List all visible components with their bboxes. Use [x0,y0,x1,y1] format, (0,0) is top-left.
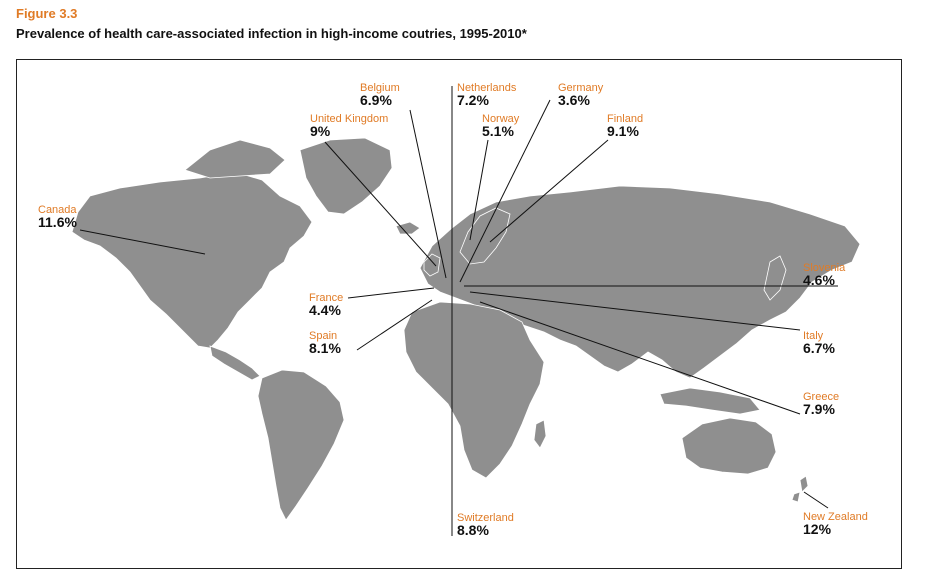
landmass-british-isles [423,253,441,277]
leader-france [347,287,435,299]
country-value-finland: 9.1% [607,123,639,139]
country-name-belgium: Belgium [360,82,400,94]
country-name-switzerland: Switzerland [457,512,514,524]
country-name-netherlands: Netherlands [457,82,517,94]
landmass-iceland [395,221,421,235]
country-value-greece: 7.9% [803,401,835,417]
country-value-belgium: 6.9% [360,92,392,108]
country-name-spain: Spain [309,330,337,342]
country-name-greece: Greece [803,391,839,403]
landmass-australia [681,417,777,475]
country-value-slovenia: 4.6% [803,272,835,288]
country-name-finland: Finland [607,113,643,125]
landmass-central-america [209,345,261,381]
figure-title: Prevalence of health care-associated inf… [16,26,527,41]
leader-belgium [409,109,447,279]
country-value-france: 4.4% [309,302,341,318]
landmass-arctic-islands [184,139,286,179]
country-labels: Belgium 6.9% Netherlands 7.2% Germany 3.… [38,82,868,538]
leader-germany [459,99,551,283]
country-name-new-zealand: New Zealand [803,511,868,523]
landmass-eurasia [419,185,861,379]
country-value-canada: 11.6% [38,214,77,230]
country-value-united-kingdom: 9% [310,123,331,139]
leader-lines [79,86,838,536]
leader-italy [469,291,801,331]
country-value-spain: 8.1% [309,340,341,356]
country-value-switzerland: 8.8% [457,522,489,538]
country-name-norway: Norway [482,113,520,125]
country-name-united-kingdom: United Kingdom [310,113,388,125]
country-name-canada: Canada [38,204,77,216]
landmasses [71,137,861,521]
landmass-north-america [71,171,313,349]
country-value-new-zealand: 12% [803,521,832,537]
figure-label: Figure 3.3 [16,6,78,21]
landmass-japan [763,255,787,301]
country-value-italy: 6.7% [803,340,835,356]
leader-norway [469,139,489,241]
landmass-greenland [299,137,393,215]
landmass-madagascar [533,419,547,449]
leader-new-zealand [803,491,829,509]
country-value-norway: 5.1% [482,123,514,139]
country-value-netherlands: 7.2% [457,92,489,108]
leader-greece [479,301,801,415]
country-value-germany: 3.6% [558,92,590,108]
landmass-south-america [257,369,345,521]
leader-finland [489,139,609,243]
country-name-germany: Germany [558,82,604,94]
landmass-new-zealand [791,475,809,503]
leader-spain [356,299,433,351]
country-name-slovenia: Slovenia [803,262,846,274]
leader-canada [79,229,206,255]
leader-united-kingdom [324,141,437,267]
landmass-southeast-asia-islands [659,387,761,415]
landmass-scandinavia [459,207,511,265]
landmass-africa [403,301,545,479]
map-frame [16,59,902,569]
country-name-france: France [309,292,343,304]
country-name-italy: Italy [803,330,824,342]
